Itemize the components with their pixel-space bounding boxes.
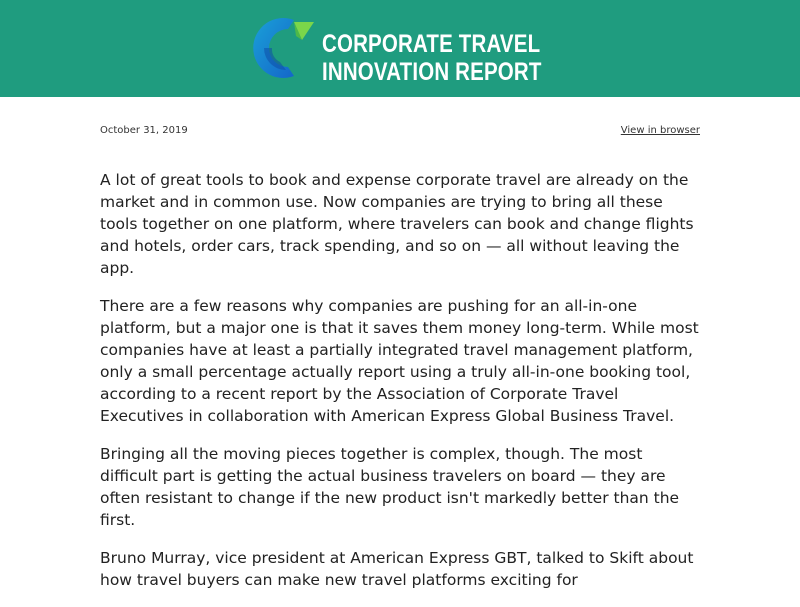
logo-line-1: CORPORATE TRAVEL [322,30,541,58]
logo-c-arrow-icon [253,18,314,78]
newsletter-header: CORPORATE TRAVEL INNOVATION REPORT [0,0,800,97]
meta-row: October 31, 2019 View in browser [100,125,700,139]
article-paragraph-2: There are a few reasons why companies ar… [100,297,699,425]
logo-wordmark: CORPORATE TRAVEL INNOVATION REPORT [322,30,542,86]
article-paragraph-4: Bruno Murray, vice president at American… [100,549,694,589]
issue-date: October 31, 2019 [100,125,188,136]
view-in-browser-link[interactable]: View in browser [620,125,700,136]
article-paragraph-3: Bringing all the moving pieces together … [100,445,680,529]
article-body: A lot of great tools to book and expense… [100,169,704,607]
logo-line-2: INNOVATION REPORT [322,58,542,86]
article-paragraph-1: A lot of great tools to book and expense… [100,171,694,277]
